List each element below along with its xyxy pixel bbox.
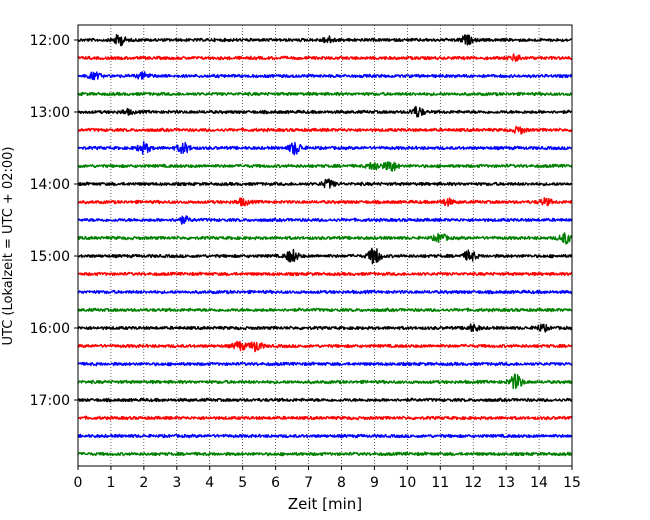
trace-1345: [77, 161, 573, 172]
x-tick-label: 10: [398, 475, 416, 491]
y-tick-label: 13:00: [30, 105, 70, 121]
trace-1215: [77, 53, 573, 62]
y-tick-label: 12:00: [30, 33, 70, 49]
trace-1300: [77, 105, 573, 118]
x-tick-label: 7: [304, 475, 313, 491]
x-tick-label: 9: [370, 475, 379, 491]
trace-1745: [77, 451, 573, 457]
trace-1700: [77, 397, 573, 403]
trace-1315: [77, 125, 573, 135]
y-tick-label: 16:00: [30, 321, 70, 337]
trace-1245: [77, 91, 573, 97]
y-tick-label: 14:00: [30, 177, 70, 193]
trace-1730: [77, 433, 573, 439]
x-tick-label: 4: [205, 475, 214, 491]
x-tick-label: 15: [563, 475, 581, 491]
y-axis-label: UTC (Lokalzeit = UTC + 02:00): [1, 147, 16, 346]
trace-1545: [77, 307, 573, 313]
y-axis: 12:00 13:00 14:00 15:00 16:00 17:00: [30, 33, 78, 409]
x-tick-label: 5: [238, 475, 247, 491]
trace-1615: [77, 340, 573, 353]
x-axis: 0 1 2 3 4 5 6 7 8 9 10 11 12 13 14 15: [74, 466, 581, 491]
trace-1630: [77, 361, 573, 367]
trace-1530: [77, 289, 573, 295]
trace-1430: [77, 215, 573, 225]
trace-1715: [77, 415, 573, 421]
x-tick-label: 13: [497, 475, 515, 491]
trace-1330: [77, 140, 573, 156]
y-tick-label: 17:00: [30, 393, 70, 409]
trace-1600: [77, 323, 573, 333]
trace-1445: [77, 232, 573, 245]
x-tick-label: 2: [139, 475, 148, 491]
plot-frame: [77, 24, 573, 467]
trace-1500: [77, 247, 573, 265]
y-tick-label: 15:00: [30, 249, 70, 265]
x-tick-label: 3: [172, 475, 181, 491]
x-tick-label: 14: [530, 475, 548, 491]
trace-1515: [77, 271, 573, 277]
x-tick-label: 0: [74, 475, 83, 491]
x-tick-label: 12: [464, 475, 482, 491]
x-tick-label: 11: [431, 475, 449, 491]
trace-1200: [77, 34, 573, 47]
x-tick-label: 1: [106, 475, 115, 491]
trace-1400: [77, 178, 573, 189]
trace-1230: [77, 71, 573, 81]
x-tick-label: 6: [271, 475, 280, 491]
x-axis-label: Zeit [min]: [288, 495, 362, 513]
trace-1645: [77, 373, 573, 390]
trace-group: [77, 34, 573, 457]
trace-1415: [77, 197, 573, 207]
x-tick-label: 8: [337, 475, 346, 491]
